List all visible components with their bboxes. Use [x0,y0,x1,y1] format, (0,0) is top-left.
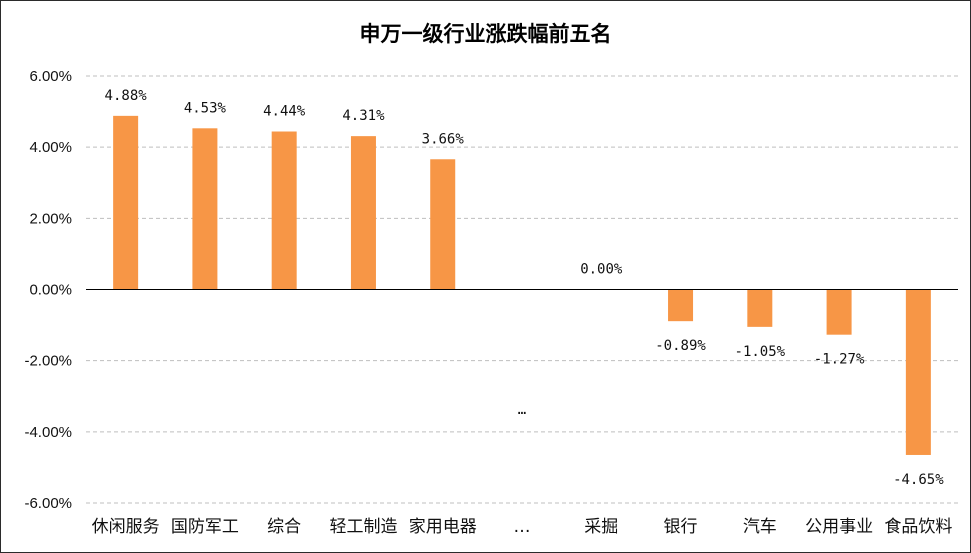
category-label: … [514,517,531,537]
y-tick-label: 6.00% [29,68,72,85]
category-label: 综合 [267,517,301,537]
y-tick-label: 2.00% [29,210,72,227]
category-label: 公用事业 [805,517,873,537]
data-label: 3.66% [422,131,465,147]
category-label: 家用电器 [409,517,477,537]
data-label: -0.89% [655,338,706,354]
category-label: 国防军工 [171,517,239,537]
y-tick-label: 4.00% [29,139,72,156]
data-label: -4.65% [893,472,944,488]
y-tick-label: -6.00% [24,495,72,512]
bar [430,159,456,290]
category-label: 休闲服务 [92,517,160,537]
data-label: -1.05% [735,344,786,360]
category-label: 采掘 [584,517,618,537]
data-label: 4.31% [342,108,385,124]
category-label: 轻工制造 [329,517,397,537]
category-label: 银行 [664,517,698,537]
bar [113,115,139,290]
bar [905,289,931,455]
bar [192,128,218,290]
bar [668,289,694,322]
chart-title: 申万一级行业涨跌幅前五名 [359,22,612,46]
category-label: 汽车 [743,517,777,537]
y-tick-label: -4.00% [24,424,72,441]
data-label: 4.53% [184,100,227,116]
data-label: -1.27% [814,352,865,368]
bar [747,289,773,327]
data-label: 4.44% [263,104,306,120]
category-label: 食品饮料 [884,517,952,537]
data-label: 4.88% [105,88,148,104]
y-tick-label: 0.00% [29,282,72,299]
y-tick-label: -2.00% [24,353,72,370]
data-label: … [518,402,526,418]
bar [350,136,376,290]
bar [271,131,297,290]
bar [826,289,852,335]
data-label: 0.00% [580,262,623,278]
